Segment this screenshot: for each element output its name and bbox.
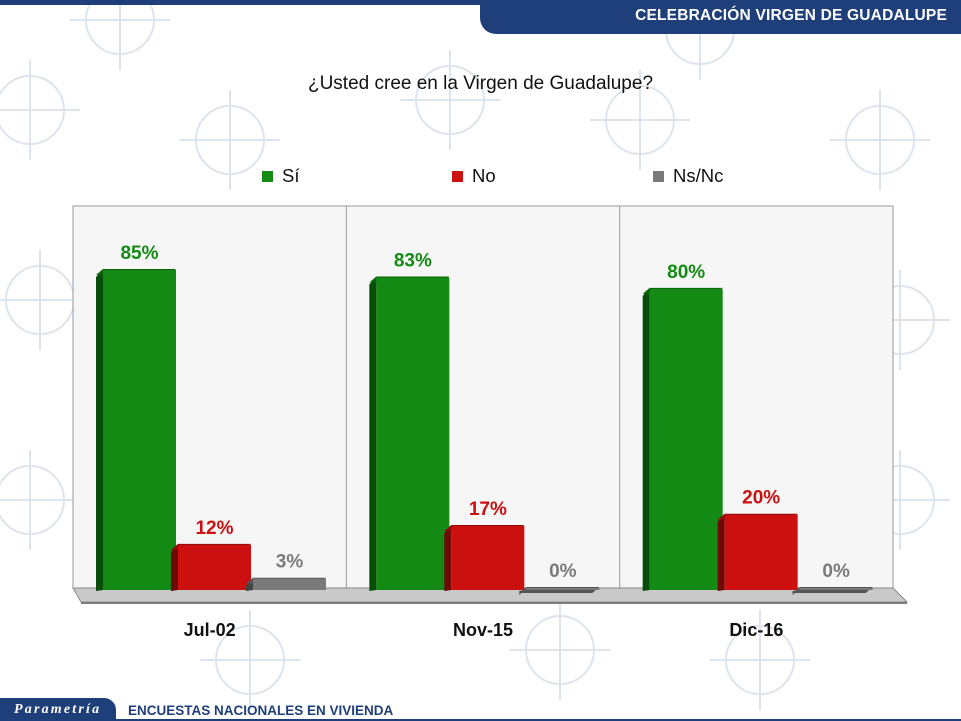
chart-floor bbox=[72, 587, 909, 603]
bar-side bbox=[444, 526, 452, 591]
chart-floor-edge bbox=[81, 602, 907, 604]
data-label: 80% bbox=[667, 262, 705, 283]
bar-Nov-15-Ns/Nc bbox=[526, 588, 600, 590]
chart-title: ¿Usted cree en la Virgen de Guadalupe? bbox=[307, 73, 654, 94]
legend-item-nsnc: Ns/Nc bbox=[653, 165, 723, 187]
data-label: 0% bbox=[822, 561, 850, 582]
x-tick-label: Dic-16 bbox=[729, 620, 783, 640]
bar-Dic-16-Ns/Nc bbox=[799, 588, 873, 590]
legend-item-si: Sí bbox=[262, 165, 299, 187]
data-label: 17% bbox=[469, 499, 507, 520]
legend-swatch-nsnc bbox=[653, 170, 664, 182]
data-label: 20% bbox=[742, 488, 780, 509]
data-label: 85% bbox=[120, 243, 158, 264]
bar-Dic-16-Sí bbox=[649, 288, 723, 590]
bar-Jul-02-No bbox=[178, 544, 251, 590]
legend-label-nsnc: Ns/Nc bbox=[673, 165, 724, 186]
bar-side bbox=[369, 277, 377, 591]
data-label: 0% bbox=[549, 561, 577, 582]
bar-side bbox=[642, 288, 650, 591]
footer-subtitle: ENCUESTAS NACIONALES EN VIVIENDA bbox=[128, 703, 394, 718]
top-stripe bbox=[0, 0, 480, 5]
legend-swatch-no bbox=[452, 170, 463, 182]
legend-label-no: No bbox=[472, 165, 496, 186]
bar-Jul-02-Sí bbox=[103, 270, 176, 590]
legend-swatch-si bbox=[262, 170, 273, 182]
bar-side bbox=[96, 270, 103, 591]
footer-logo: Parametría bbox=[0, 698, 116, 721]
bar-side bbox=[171, 544, 178, 591]
footer-line bbox=[116, 719, 961, 721]
data-label: 12% bbox=[195, 518, 233, 539]
bar-Jul-02-Ns/Nc bbox=[253, 578, 326, 590]
x-tick-label: Nov-15 bbox=[453, 620, 513, 640]
bar-Dic-16-No bbox=[724, 514, 798, 590]
bar-Nov-15-No bbox=[451, 526, 525, 590]
header-title: CELEBRACIÓN VIRGEN DE GUADALUPE bbox=[635, 7, 947, 24]
data-label: 83% bbox=[394, 251, 432, 272]
bar-Nov-15-Sí bbox=[376, 277, 450, 590]
legend-label-si: Sí bbox=[282, 165, 300, 186]
header-bar: CELEBRACIÓN VIRGEN DE GUADALUPE bbox=[480, 0, 961, 34]
bar-side bbox=[717, 514, 725, 591]
x-tick-label: Jul-02 bbox=[184, 620, 236, 640]
data-label: 3% bbox=[276, 552, 304, 573]
legend-item-no: No bbox=[452, 165, 496, 187]
